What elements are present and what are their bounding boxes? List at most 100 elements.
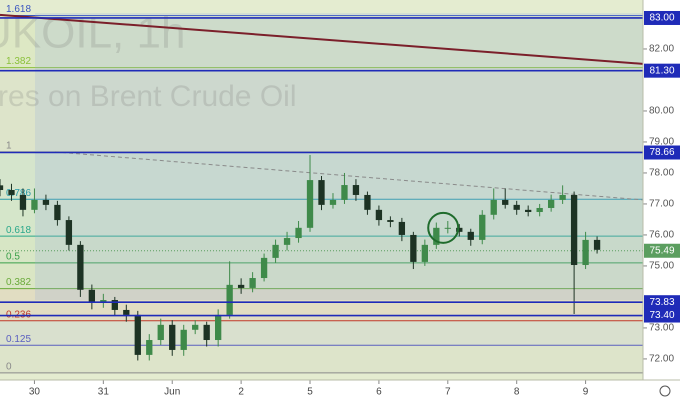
candle-body bbox=[169, 324, 176, 350]
candle-body bbox=[8, 190, 15, 195]
level-badge bbox=[644, 308, 680, 323]
y-tick-label: 72.00 bbox=[649, 354, 674, 365]
candle-body bbox=[260, 257, 268, 279]
candle-body bbox=[513, 204, 520, 210]
candle-body bbox=[77, 244, 84, 290]
candle-body bbox=[0, 185, 4, 190]
fib-band bbox=[0, 262, 643, 289]
candle-body bbox=[180, 329, 187, 350]
candle-body bbox=[479, 214, 486, 240]
candle-body bbox=[31, 199, 38, 210]
candle-body bbox=[157, 324, 164, 341]
fib-band bbox=[0, 345, 643, 373]
level-badge bbox=[644, 63, 680, 78]
candle-body bbox=[410, 234, 417, 262]
candle-body bbox=[525, 209, 532, 213]
candle-body bbox=[19, 194, 27, 210]
price-badge bbox=[644, 243, 680, 258]
watermark: UKOIL, 1h bbox=[0, 9, 185, 58]
fib-label: 1 bbox=[6, 141, 12, 152]
x-tick-label: 8 bbox=[514, 387, 520, 398]
level-badge bbox=[644, 295, 680, 310]
candle-body bbox=[502, 199, 509, 205]
y-tick-label: 76.00 bbox=[649, 230, 674, 241]
fib-label: 0.125 bbox=[6, 334, 31, 345]
fib-label: 1.618 bbox=[6, 4, 31, 15]
fib-box bbox=[35, 13, 643, 300]
candle-body bbox=[433, 227, 440, 245]
candle-body bbox=[582, 239, 589, 266]
fib-label: 0.786 bbox=[6, 188, 31, 199]
y-tick-label: 73.00 bbox=[649, 323, 674, 334]
candle-body bbox=[306, 180, 314, 228]
level-label: 81.30 bbox=[649, 65, 674, 76]
candle-body bbox=[123, 309, 130, 315]
candle-body bbox=[456, 227, 463, 232]
fib-label: 0.5 bbox=[6, 251, 20, 262]
candle-body bbox=[192, 324, 199, 330]
x-tick-label: 6 bbox=[376, 387, 382, 398]
fib-band bbox=[0, 15, 643, 68]
trend-line bbox=[55, 151, 644, 201]
candle-body bbox=[490, 199, 497, 215]
candle-body bbox=[203, 324, 210, 341]
x-tick-label: 7 bbox=[445, 387, 451, 398]
level-label: 83.00 bbox=[649, 13, 674, 24]
candle-body bbox=[100, 300, 107, 302]
y-tick-label: 79.00 bbox=[649, 137, 674, 148]
candle-body bbox=[215, 314, 222, 341]
candle-body bbox=[88, 289, 96, 302]
x-tick-label: 31 bbox=[98, 387, 110, 398]
candle-body bbox=[42, 199, 50, 205]
candle-body bbox=[134, 314, 141, 355]
candle-body bbox=[283, 238, 291, 245]
candle-body bbox=[593, 239, 601, 250]
level-label: 78.66 bbox=[649, 147, 674, 158]
watermark: Futures on Brent Crude Oil bbox=[0, 80, 297, 113]
candle-body bbox=[570, 194, 578, 266]
settings-icon[interactable] bbox=[659, 385, 671, 397]
candle-body bbox=[341, 185, 348, 200]
candle-body bbox=[536, 207, 543, 213]
candle-body bbox=[467, 231, 474, 240]
fib-label: 0.382 bbox=[6, 277, 31, 288]
y-tick-label: 80.00 bbox=[649, 106, 674, 117]
candle-body bbox=[364, 194, 371, 210]
fib-label: 0.618 bbox=[6, 225, 31, 236]
x-tick-label: 30 bbox=[29, 387, 41, 398]
candle-body bbox=[54, 204, 61, 221]
highlight-circle bbox=[427, 211, 460, 244]
candle-body bbox=[387, 220, 394, 222]
fib-band bbox=[0, 320, 643, 346]
candle-body bbox=[559, 194, 566, 200]
fib-label: 0 bbox=[6, 362, 12, 373]
y-tick-label: 82.00 bbox=[649, 44, 674, 55]
candle-body bbox=[421, 244, 428, 262]
y-tick-label: 75.00 bbox=[649, 261, 674, 272]
level-label: 73.83 bbox=[649, 297, 674, 308]
candle-body bbox=[237, 284, 245, 288]
candle-body bbox=[318, 180, 325, 205]
candle-body bbox=[547, 199, 555, 208]
trend-line bbox=[0, 13, 644, 65]
level-badge bbox=[644, 145, 680, 160]
price-label: 75.49 bbox=[649, 245, 674, 256]
x-tick-label: 2 bbox=[238, 387, 244, 398]
candle-body bbox=[398, 221, 406, 235]
fib-band bbox=[0, 67, 643, 152]
fib-band bbox=[0, 236, 643, 263]
candle-body bbox=[295, 227, 302, 239]
x-tick-label: Jun bbox=[164, 387, 180, 398]
candle-body bbox=[65, 220, 73, 245]
candle-body bbox=[329, 199, 337, 205]
fib-label: 1.382 bbox=[6, 56, 31, 67]
candle-body bbox=[111, 300, 118, 310]
candle-body bbox=[272, 244, 279, 258]
level-label: 73.40 bbox=[649, 310, 674, 321]
x-tick-label: 9 bbox=[583, 387, 589, 398]
level-badge bbox=[644, 10, 680, 25]
candle-body bbox=[444, 227, 451, 229]
candle-body bbox=[352, 185, 360, 195]
candle-body bbox=[249, 278, 256, 288]
